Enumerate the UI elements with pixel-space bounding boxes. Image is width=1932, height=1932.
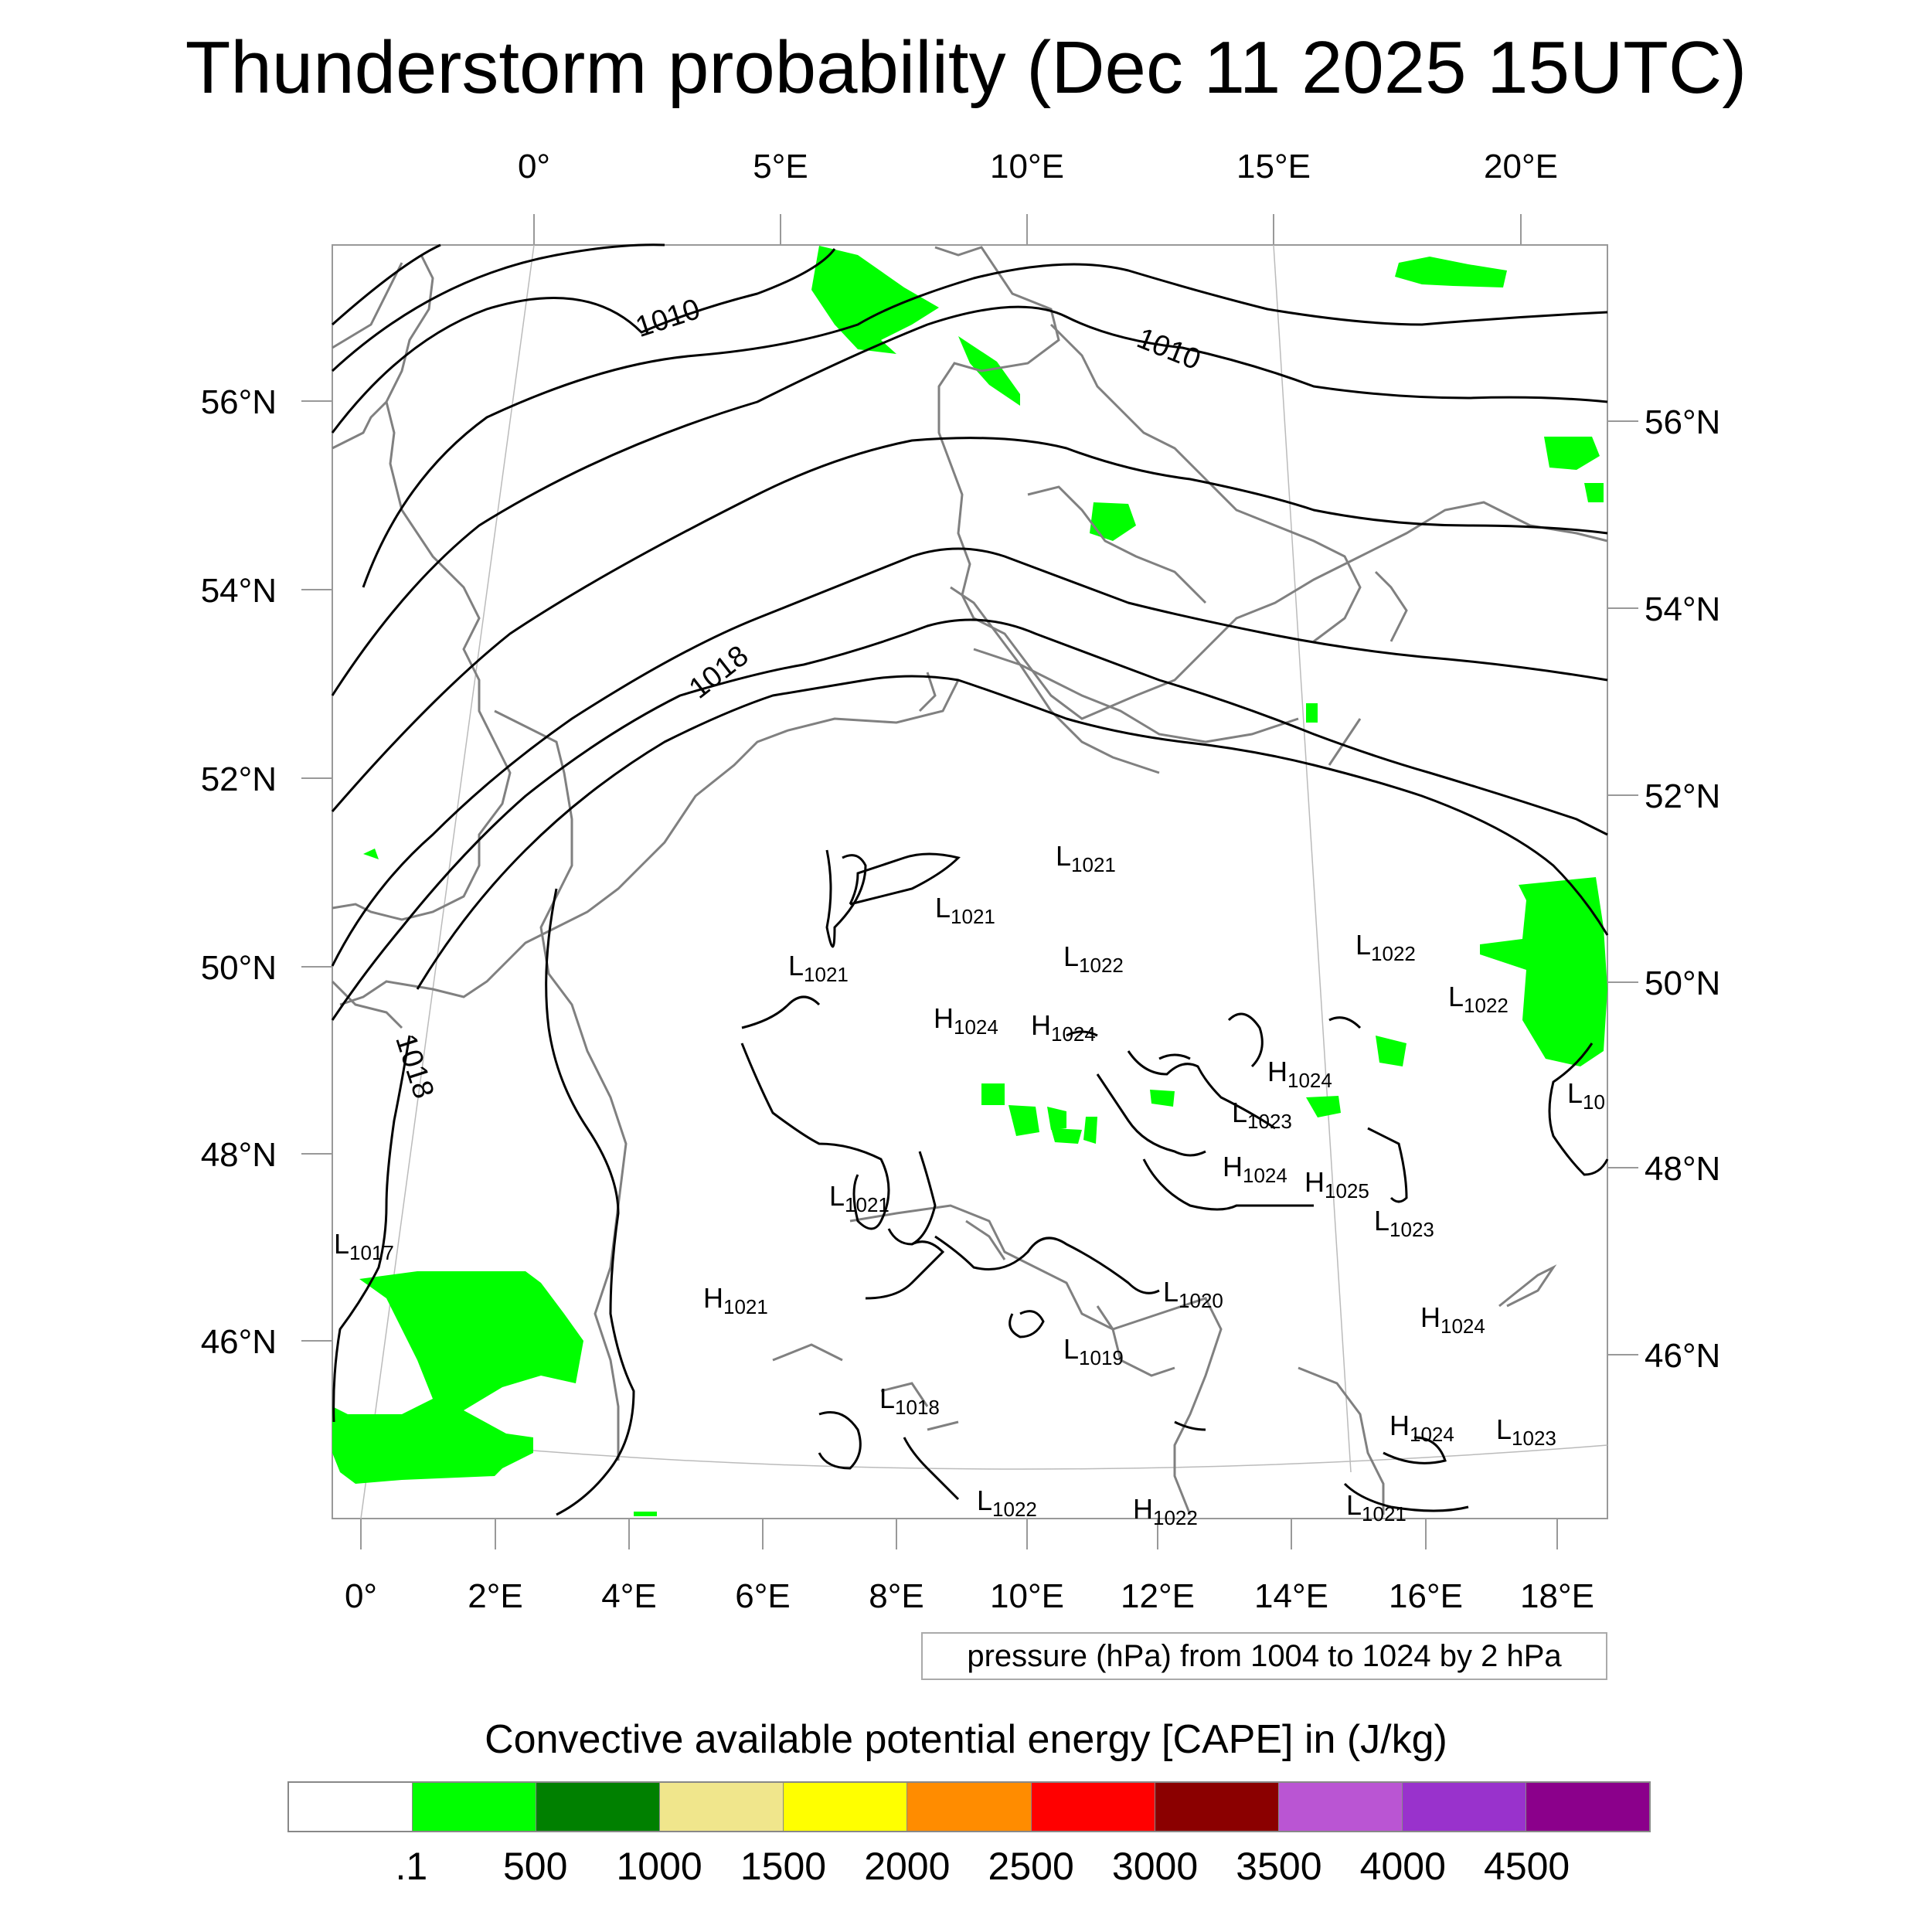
colorbar-swatch — [536, 1783, 661, 1831]
colorbar-swatch — [1402, 1783, 1526, 1831]
colorbar-label: 2000 — [864, 1845, 951, 1888]
pressure-center: H1024 — [934, 1002, 998, 1039]
tick-label-bottom: 10°E — [990, 1577, 1064, 1615]
colorbar-swatch — [1526, 1783, 1650, 1831]
pressure-center: L1022 — [1063, 940, 1124, 978]
pressure-center: L1021 — [788, 950, 849, 987]
tick-label-right: 52°N — [1645, 777, 1721, 815]
tick-label-bottom: 6°E — [735, 1577, 791, 1615]
pressure-center: L1023 — [1496, 1413, 1556, 1451]
colorbar-swatch — [289, 1783, 413, 1831]
tick-label-right: 46°N — [1645, 1337, 1721, 1375]
pressure-center: L1021 — [1056, 840, 1116, 877]
tick-label-bottom: 0° — [344, 1577, 378, 1615]
tick-label-left: 52°N — [200, 760, 277, 798]
colorbar-label: 3000 — [1111, 1845, 1199, 1888]
pressure-center: L1023 — [1232, 1097, 1292, 1134]
pressure-center: L1019 — [1063, 1333, 1124, 1370]
colorbar-label: 3500 — [1236, 1845, 1322, 1888]
colorbar-swatch — [1278, 1783, 1403, 1831]
tick-label-right: 56°N — [1645, 403, 1721, 441]
colorbar-swatch — [1031, 1783, 1155, 1831]
tick-label-left: 46°N — [200, 1323, 277, 1361]
pressure-center: L1022 — [1355, 929, 1416, 966]
tick-label-bottom: 16°E — [1389, 1577, 1463, 1615]
tick-label-right: 50°N — [1645, 964, 1721, 1002]
tick-label-top: 15°E — [1236, 148, 1311, 185]
cape-patches — [332, 246, 1607, 1516]
pressure-center: H1025 — [1304, 1166, 1369, 1203]
pressure-center: L1018 — [879, 1383, 940, 1420]
pressure-center: H1024 — [1031, 1009, 1096, 1046]
colorbar-swatch — [1155, 1783, 1279, 1831]
colorbar-label: 4500 — [1484, 1845, 1570, 1888]
tick-label-bottom: 12°E — [1121, 1577, 1195, 1615]
tick-label-left: 50°N — [200, 949, 277, 987]
pressure-center: L1017 — [334, 1228, 394, 1265]
pressure-center: H1021 — [703, 1282, 768, 1319]
pressure-center: L1021 — [829, 1180, 889, 1217]
pressure-center: H1024 — [1267, 1056, 1332, 1093]
tick-label-right: 54°N — [1645, 590, 1721, 628]
tick-label-bottom: 18°E — [1520, 1577, 1594, 1615]
colorbar-label: 4000 — [1359, 1845, 1446, 1888]
pressure-center: L1021 — [1346, 1489, 1406, 1526]
colorbar-swatch — [660, 1783, 784, 1831]
isobars — [331, 243, 1609, 1516]
pressure-center: H1024 — [1420, 1301, 1485, 1338]
tick-label-top: 20°E — [1484, 148, 1558, 185]
tick-label-bottom: 2°E — [468, 1577, 523, 1615]
graticule-ticks — [301, 214, 1638, 1549]
pressure-center: L1022 — [977, 1485, 1037, 1522]
tick-label-top: 0° — [517, 148, 551, 185]
tick-label-bottom: 4°E — [601, 1577, 657, 1615]
colorbar-swatch — [784, 1783, 908, 1831]
contour-info-box: pressure (hPa) from 1004 to 1024 by 2 hP… — [921, 1632, 1607, 1680]
pressure-center: L1023 — [1374, 1205, 1434, 1242]
colorbar-swatch — [907, 1783, 1032, 1831]
colorbar-label: 1500 — [740, 1845, 827, 1888]
map-title: Thunderstorm probability (Dec 11 2025 15… — [185, 26, 1747, 109]
colorbar — [287, 1781, 1651, 1832]
tick-label-bottom: 8°E — [869, 1577, 924, 1615]
tick-label-left: 56°N — [200, 383, 277, 421]
pressure-center: L1020 — [1163, 1276, 1223, 1313]
pressure-center: L10 — [1567, 1077, 1605, 1114]
tick-label-bottom: 14°E — [1254, 1577, 1328, 1615]
colorbar-label: 1000 — [616, 1845, 702, 1888]
tick-label-top: 5°E — [753, 148, 808, 185]
pressure-center: H1024 — [1223, 1151, 1287, 1188]
pressure-center: H1024 — [1389, 1410, 1454, 1447]
map-frame — [332, 244, 1608, 1519]
tick-label-left: 54°N — [200, 572, 277, 610]
colorbar-label: 500 — [503, 1845, 568, 1888]
tick-label-top: 10°E — [990, 148, 1064, 185]
tick-label-right: 48°N — [1645, 1150, 1721, 1188]
tick-label-left: 48°N — [200, 1136, 277, 1174]
pressure-center: L1021 — [935, 892, 995, 929]
pressure-center: L1022 — [1448, 981, 1509, 1018]
pressure-center: H1022 — [1133, 1493, 1198, 1530]
colorbar-label: .1 — [395, 1845, 428, 1888]
coastlines-borders — [331, 246, 1608, 1515]
colorbar-swatch — [413, 1783, 537, 1831]
colorbar-label: 2500 — [988, 1845, 1074, 1888]
colorbar-title: Convective available potential energy [C… — [485, 1717, 1447, 1762]
